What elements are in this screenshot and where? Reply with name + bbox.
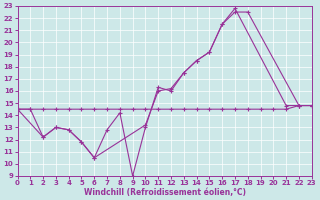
X-axis label: Windchill (Refroidissement éolien,°C): Windchill (Refroidissement éolien,°C) [84,188,246,197]
